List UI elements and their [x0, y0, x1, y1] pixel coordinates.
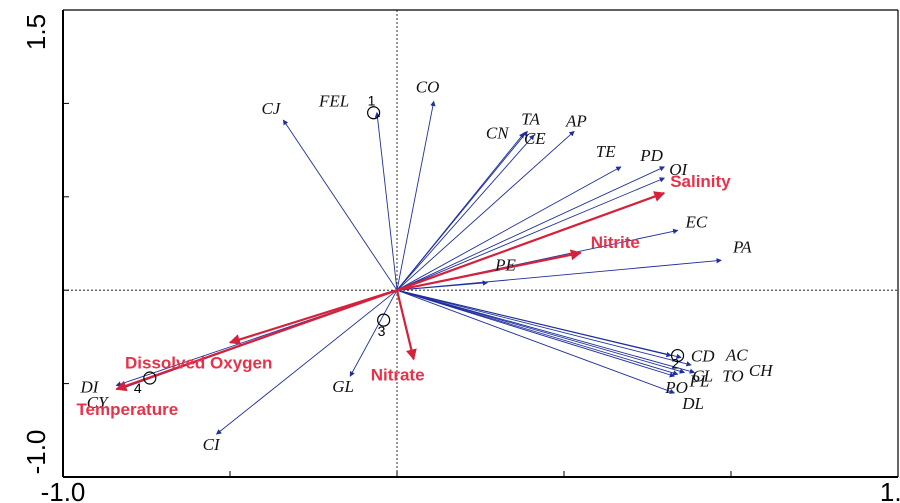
- species-label-pa: PA: [732, 237, 752, 256]
- species-arrow-ap: [396, 130, 575, 291]
- species-label-dl: DL: [681, 394, 704, 413]
- species-label-cj: CJ: [261, 99, 281, 118]
- species-label-ta: TA: [521, 109, 540, 128]
- species-arrow-fel: [374, 111, 398, 291]
- env-label-salinity: Salinity: [670, 172, 731, 191]
- species-label-cl: CL: [692, 366, 713, 385]
- origin-lines: [63, 10, 898, 477]
- x-tick-label: 1.5: [880, 477, 900, 503]
- species-arrow-pd: [396, 166, 666, 291]
- species-arrow-oi: [396, 177, 666, 291]
- sample-point-3: [377, 313, 391, 327]
- species-label-fel: FEL: [318, 92, 349, 111]
- species-arrow-dl: [396, 289, 676, 394]
- species-label-te: TE: [596, 142, 616, 161]
- species-arrow-ac: [396, 289, 682, 360]
- species-label-cd: CD: [691, 347, 715, 366]
- env-label-nitrate: Nitrate: [371, 365, 425, 384]
- species-arrow-to: [396, 289, 696, 374]
- species-label-ap: AP: [565, 111, 587, 130]
- species-arrow-pa: [396, 258, 722, 291]
- sample-point-4: [143, 371, 157, 385]
- sample-label-1: 1: [368, 93, 376, 109]
- species-arrow-ch: [396, 289, 692, 367]
- species-arrow-gl: [349, 289, 398, 377]
- plot-frame: [62, 9, 899, 478]
- species-label-pe: PE: [494, 256, 516, 275]
- sample-label-3: 3: [378, 323, 386, 339]
- env-label-nitrite: Nitrite: [591, 233, 640, 252]
- species-arrow-cn: [396, 132, 525, 291]
- species-label-ch: CH: [749, 361, 774, 380]
- species-arrow-pl: [396, 289, 679, 376]
- env-arrow-salinity: [396, 191, 666, 292]
- species-label-di: DI: [79, 377, 99, 396]
- species-arrow-pe: [396, 280, 489, 291]
- species-arrow-po: [396, 289, 676, 378]
- species-label-ce: CE: [524, 129, 546, 148]
- y-tick-label: 1.5: [21, 14, 51, 50]
- env-arrow-nitrate: [395, 289, 417, 361]
- species-label-oi: OI: [669, 160, 688, 179]
- environmental-arrows: [115, 191, 666, 392]
- species-label-ac: AC: [725, 345, 748, 364]
- env-label-dissolved-oxygen: Dissolved Oxygen: [125, 354, 272, 373]
- species-arrow-ci: [215, 289, 398, 435]
- species-label-cy: CY: [87, 393, 109, 412]
- sample-point-1: [367, 106, 381, 120]
- sample-label-2: 2: [672, 356, 680, 372]
- env-label-temperature: Temperature: [76, 400, 178, 419]
- species-arrow-ce: [396, 134, 535, 291]
- y-tick-label: -1.0: [21, 430, 51, 475]
- species-label-pd: PD: [639, 146, 663, 165]
- species-label-ec: EC: [685, 212, 708, 231]
- species-label-ci: CI: [203, 435, 221, 454]
- sample-points: [143, 106, 685, 385]
- species-label-to: TO: [722, 366, 743, 385]
- species-label-po: PO: [664, 378, 688, 397]
- x-tick-label: -1.0: [41, 477, 86, 503]
- species-label-co: CO: [416, 78, 440, 97]
- species-arrow-cj: [282, 119, 398, 291]
- species-label-pl: PL: [689, 371, 710, 390]
- species-arrow-te: [396, 166, 622, 291]
- species-label-cn: CN: [486, 123, 510, 142]
- tick-labels: -1.0 1.5 -1.0 1.5: [21, 14, 900, 503]
- env-arrow-temperature: [115, 289, 398, 392]
- sample-point-2: [670, 348, 685, 363]
- env-arrow-nitrite: [396, 249, 582, 292]
- sample-label-4: 4: [134, 380, 142, 396]
- species-arrow-co: [396, 100, 436, 291]
- species-label-gl: GL: [332, 377, 354, 396]
